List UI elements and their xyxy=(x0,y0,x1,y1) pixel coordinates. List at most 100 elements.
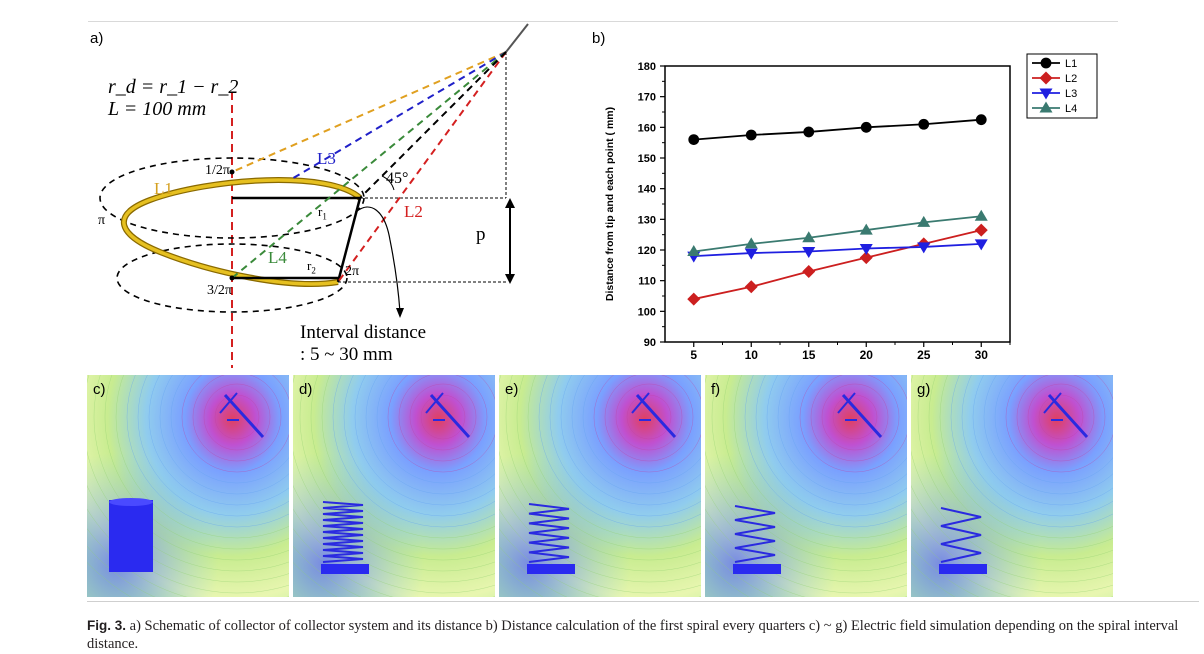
equipotential-line xyxy=(593,375,701,473)
point-l4 xyxy=(917,215,931,227)
spiral-collector xyxy=(322,501,364,563)
equipotential-line xyxy=(214,394,260,440)
simulation-panel: g) xyxy=(911,375,1113,597)
point-l4 xyxy=(859,223,873,235)
point-half-pi xyxy=(229,169,235,175)
equipotential-line xyxy=(1016,375,1106,462)
figure-caption: Fig. 3. a) Schematic of collector of col… xyxy=(87,617,1199,653)
equipotential-line xyxy=(832,394,878,440)
collector-base xyxy=(321,564,369,574)
legend-marker-l4 xyxy=(1039,101,1053,113)
equipotential-line xyxy=(409,383,477,451)
panel-a-label: a) xyxy=(90,30,104,47)
label-half-pi: 1/2π xyxy=(205,163,230,178)
equipotential-line xyxy=(705,508,907,594)
x-tick-label: 15 xyxy=(802,348,816,362)
spinneret-needle xyxy=(429,393,471,439)
panel-a: a) r_d = r xyxy=(0,0,560,370)
field-plot xyxy=(705,375,907,597)
equipotential-line xyxy=(705,375,907,572)
lower-dashed-ellipse xyxy=(116,243,348,313)
simulation-panel: c) xyxy=(87,375,289,597)
spiral-collector xyxy=(528,503,570,563)
equipotential-line xyxy=(376,375,495,484)
spinneret-needle xyxy=(223,393,265,439)
collector-top xyxy=(109,498,153,506)
needle-tip xyxy=(505,23,529,53)
equipotential-line xyxy=(911,508,1113,594)
equipotential-line xyxy=(321,375,495,539)
equipotential-line xyxy=(705,485,907,583)
label-pi: π xyxy=(98,213,106,228)
legend-label-l2: L2 xyxy=(1065,73,1077,85)
collector-glow xyxy=(499,375,701,597)
spinneret-wire xyxy=(631,392,650,414)
y-tick-label: 140 xyxy=(638,184,656,196)
x-tick-label: 20 xyxy=(860,348,874,362)
equipotential-line xyxy=(755,375,907,517)
distance-chart: 90 100 110 120 130 140 150 160 170 180 5 10 15 20 25 30… xyxy=(604,53,1098,362)
line-L1 xyxy=(231,51,507,173)
label-45-degree: 45° xyxy=(386,170,409,187)
y-tick-label: 180 xyxy=(638,61,656,73)
sim-panel-label: e) xyxy=(505,381,519,398)
field-plot xyxy=(87,375,289,597)
legend-marker-l2 xyxy=(1039,71,1053,85)
legend-label-l4: L4 xyxy=(1065,103,1077,115)
equipotential-line xyxy=(766,375,907,506)
label-p: p xyxy=(476,224,486,245)
equipotential-line xyxy=(148,375,289,506)
point-l1 xyxy=(803,126,815,138)
equipotential-line xyxy=(398,375,488,462)
equipotential-line xyxy=(527,375,701,539)
equipotential-line xyxy=(744,375,907,528)
point-l4 xyxy=(687,245,701,257)
label-two-pi: 2π xyxy=(345,264,360,279)
interval-pointer-head xyxy=(396,308,404,318)
spiral-collector xyxy=(940,507,982,563)
equipotential-line xyxy=(777,375,907,495)
label-L4: L4 xyxy=(268,248,287,267)
point-l4 xyxy=(744,237,758,249)
equipotential-line xyxy=(115,375,289,539)
spinneret-wire xyxy=(1043,392,1062,414)
plot-frame xyxy=(664,65,1011,343)
collector-base xyxy=(939,564,987,574)
interval-distance-range: : 5 ~ 30 mm xyxy=(300,344,393,365)
point-l1 xyxy=(975,114,987,126)
field-plot xyxy=(911,375,1113,597)
equipotential-line xyxy=(499,485,701,583)
point-l2 xyxy=(859,251,873,265)
top-rule xyxy=(88,21,1118,22)
equipotential-line xyxy=(104,375,289,550)
equipotential-line xyxy=(626,394,672,440)
panel-b-label: b) xyxy=(592,30,606,47)
interval-pointer xyxy=(355,206,401,313)
equation-rd: r_d = r_1 − r_2 xyxy=(108,76,239,98)
point-l1 xyxy=(745,129,757,141)
equipotential-line xyxy=(354,375,495,506)
equipotential-line xyxy=(1027,383,1095,451)
equipotential-line xyxy=(293,375,495,572)
equipotential-line xyxy=(332,375,495,528)
spinneret-wire xyxy=(219,392,238,414)
line-L4 xyxy=(231,51,507,279)
series-line-l3 xyxy=(693,242,982,258)
equipotential-line xyxy=(192,375,282,462)
equipotential-line xyxy=(170,375,289,484)
equipotential-line xyxy=(499,375,701,572)
equipotential-line xyxy=(499,508,701,594)
spinneret-needle xyxy=(841,393,883,439)
point-l1 xyxy=(918,118,930,130)
point-l3 xyxy=(802,247,816,259)
point-l3 xyxy=(859,243,873,255)
label-three-half-pi: 3/2π xyxy=(207,283,232,298)
equipotential-line xyxy=(821,383,889,451)
line-black xyxy=(359,51,507,199)
series-line-l2 xyxy=(693,229,982,300)
equipotential-line xyxy=(961,375,1113,517)
y-axis-label: Distance from tip and each point ( mm) xyxy=(604,107,616,301)
equipotential-line xyxy=(582,375,701,484)
equipotential-line xyxy=(615,383,683,451)
equipotential-line xyxy=(972,375,1113,506)
